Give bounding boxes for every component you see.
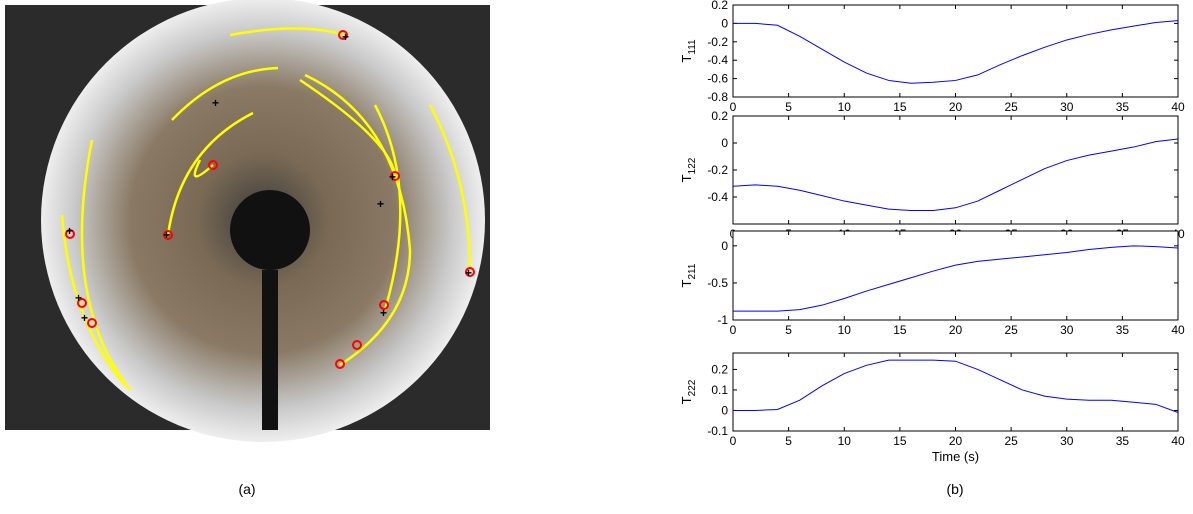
caption: (b) bbox=[946, 481, 963, 497]
camera-mount bbox=[230, 190, 310, 270]
y-tick-label: -1 bbox=[717, 313, 728, 327]
y-axis-label-subscript: 211 bbox=[687, 263, 698, 279]
y-axis-label-subscript: 111 bbox=[687, 39, 698, 55]
y-tick-label: -0.6 bbox=[707, 72, 728, 86]
x-tick-label: 30 bbox=[1060, 100, 1074, 114]
marker: + bbox=[380, 306, 387, 320]
y-axis-label: T111 bbox=[679, 39, 698, 63]
x-tick-label: 35 bbox=[1116, 323, 1130, 337]
plot-area bbox=[733, 231, 1178, 320]
x-tick-label: 0 bbox=[730, 323, 737, 337]
y-tick-label: -0.1 bbox=[707, 424, 728, 438]
x-tick-label: 10 bbox=[838, 434, 852, 448]
y-axis-label: T222 bbox=[679, 379, 698, 404]
x-tick-label: 25 bbox=[1004, 323, 1018, 337]
y-axis-label-subscript: 222 bbox=[687, 379, 698, 396]
x-tick-label: 35 bbox=[1116, 434, 1130, 448]
marker: + bbox=[212, 96, 219, 110]
caption: (a) bbox=[238, 481, 255, 497]
y-tick-label: 0 bbox=[721, 136, 728, 150]
y-axis-label: T122 bbox=[679, 157, 698, 182]
x-tick-label: 30 bbox=[1060, 323, 1074, 337]
marker: + bbox=[81, 311, 88, 325]
x-tick-label: 20 bbox=[949, 100, 963, 114]
marker: + bbox=[465, 266, 472, 280]
x-tick-label: 40 bbox=[1171, 323, 1185, 337]
x-axis-label: Time (s) bbox=[932, 449, 979, 464]
photo: + + + + + + + + + + bbox=[5, 0, 490, 442]
marker: + bbox=[377, 197, 384, 211]
y-tick-label: -0.2 bbox=[707, 35, 728, 49]
x-tick-label: 20 bbox=[949, 323, 963, 337]
x-tick-label: 25 bbox=[1004, 434, 1018, 448]
y-axis-label-main: T bbox=[679, 279, 694, 287]
y-axis-label-subscript: 122 bbox=[687, 157, 698, 174]
x-tick-label: 25 bbox=[1004, 100, 1018, 114]
y-tick-label: 0.2 bbox=[711, 109, 728, 123]
x-tick-label: 5 bbox=[785, 100, 792, 114]
x-tick-label: 0 bbox=[730, 100, 737, 114]
figure: + + + + + + + + + + (a) (b) 0 5 10 15 20 25 30… bbox=[0, 0, 1193, 509]
y-tick-label: 0 bbox=[721, 16, 728, 30]
x-tick-label: 35 bbox=[1116, 100, 1130, 114]
y-tick-label: 0.1 bbox=[711, 383, 728, 397]
y-tick-label: -0.4 bbox=[707, 53, 728, 67]
y-tick-label: 0.2 bbox=[711, 0, 728, 12]
x-tick-label: 5 bbox=[785, 323, 792, 337]
x-tick-label: 15 bbox=[893, 434, 907, 448]
x-tick-label: 40 bbox=[1171, 100, 1185, 114]
x-tick-label: 0 bbox=[730, 434, 737, 448]
y-axis-label-main: T bbox=[679, 174, 694, 182]
marker: + bbox=[342, 30, 349, 44]
x-tick-label: 15 bbox=[893, 323, 907, 337]
y-tick-label: -0.5 bbox=[707, 276, 728, 290]
camera-pole bbox=[262, 270, 278, 430]
y-tick-label: -0.8 bbox=[707, 90, 728, 104]
x-tick-label: 15 bbox=[893, 100, 907, 114]
y-axis-label: T211 bbox=[679, 263, 698, 287]
y-tick-label: -0.2 bbox=[707, 163, 728, 177]
marker: + bbox=[75, 291, 82, 305]
y-axis-label-main: T bbox=[679, 55, 694, 63]
x-tick-label: 40 bbox=[1171, 434, 1185, 448]
plot-area bbox=[733, 5, 1178, 97]
marker: + bbox=[389, 170, 396, 184]
plot-area bbox=[733, 353, 1178, 431]
x-tick-label: 30 bbox=[1060, 434, 1074, 448]
x-tick-label: 10 bbox=[838, 100, 852, 114]
y-tick-label: 0 bbox=[721, 403, 728, 417]
marker: + bbox=[163, 228, 170, 242]
y-tick-label: -0.4 bbox=[707, 190, 728, 204]
x-tick-label: 20 bbox=[949, 434, 963, 448]
y-tick-label: 0 bbox=[721, 239, 728, 253]
marker: + bbox=[66, 224, 73, 238]
y-tick-label: 0.2 bbox=[711, 362, 728, 376]
x-tick-label: 5 bbox=[785, 434, 792, 448]
x-tick-label: 10 bbox=[838, 323, 852, 337]
y-axis-label-main: T bbox=[679, 396, 694, 404]
